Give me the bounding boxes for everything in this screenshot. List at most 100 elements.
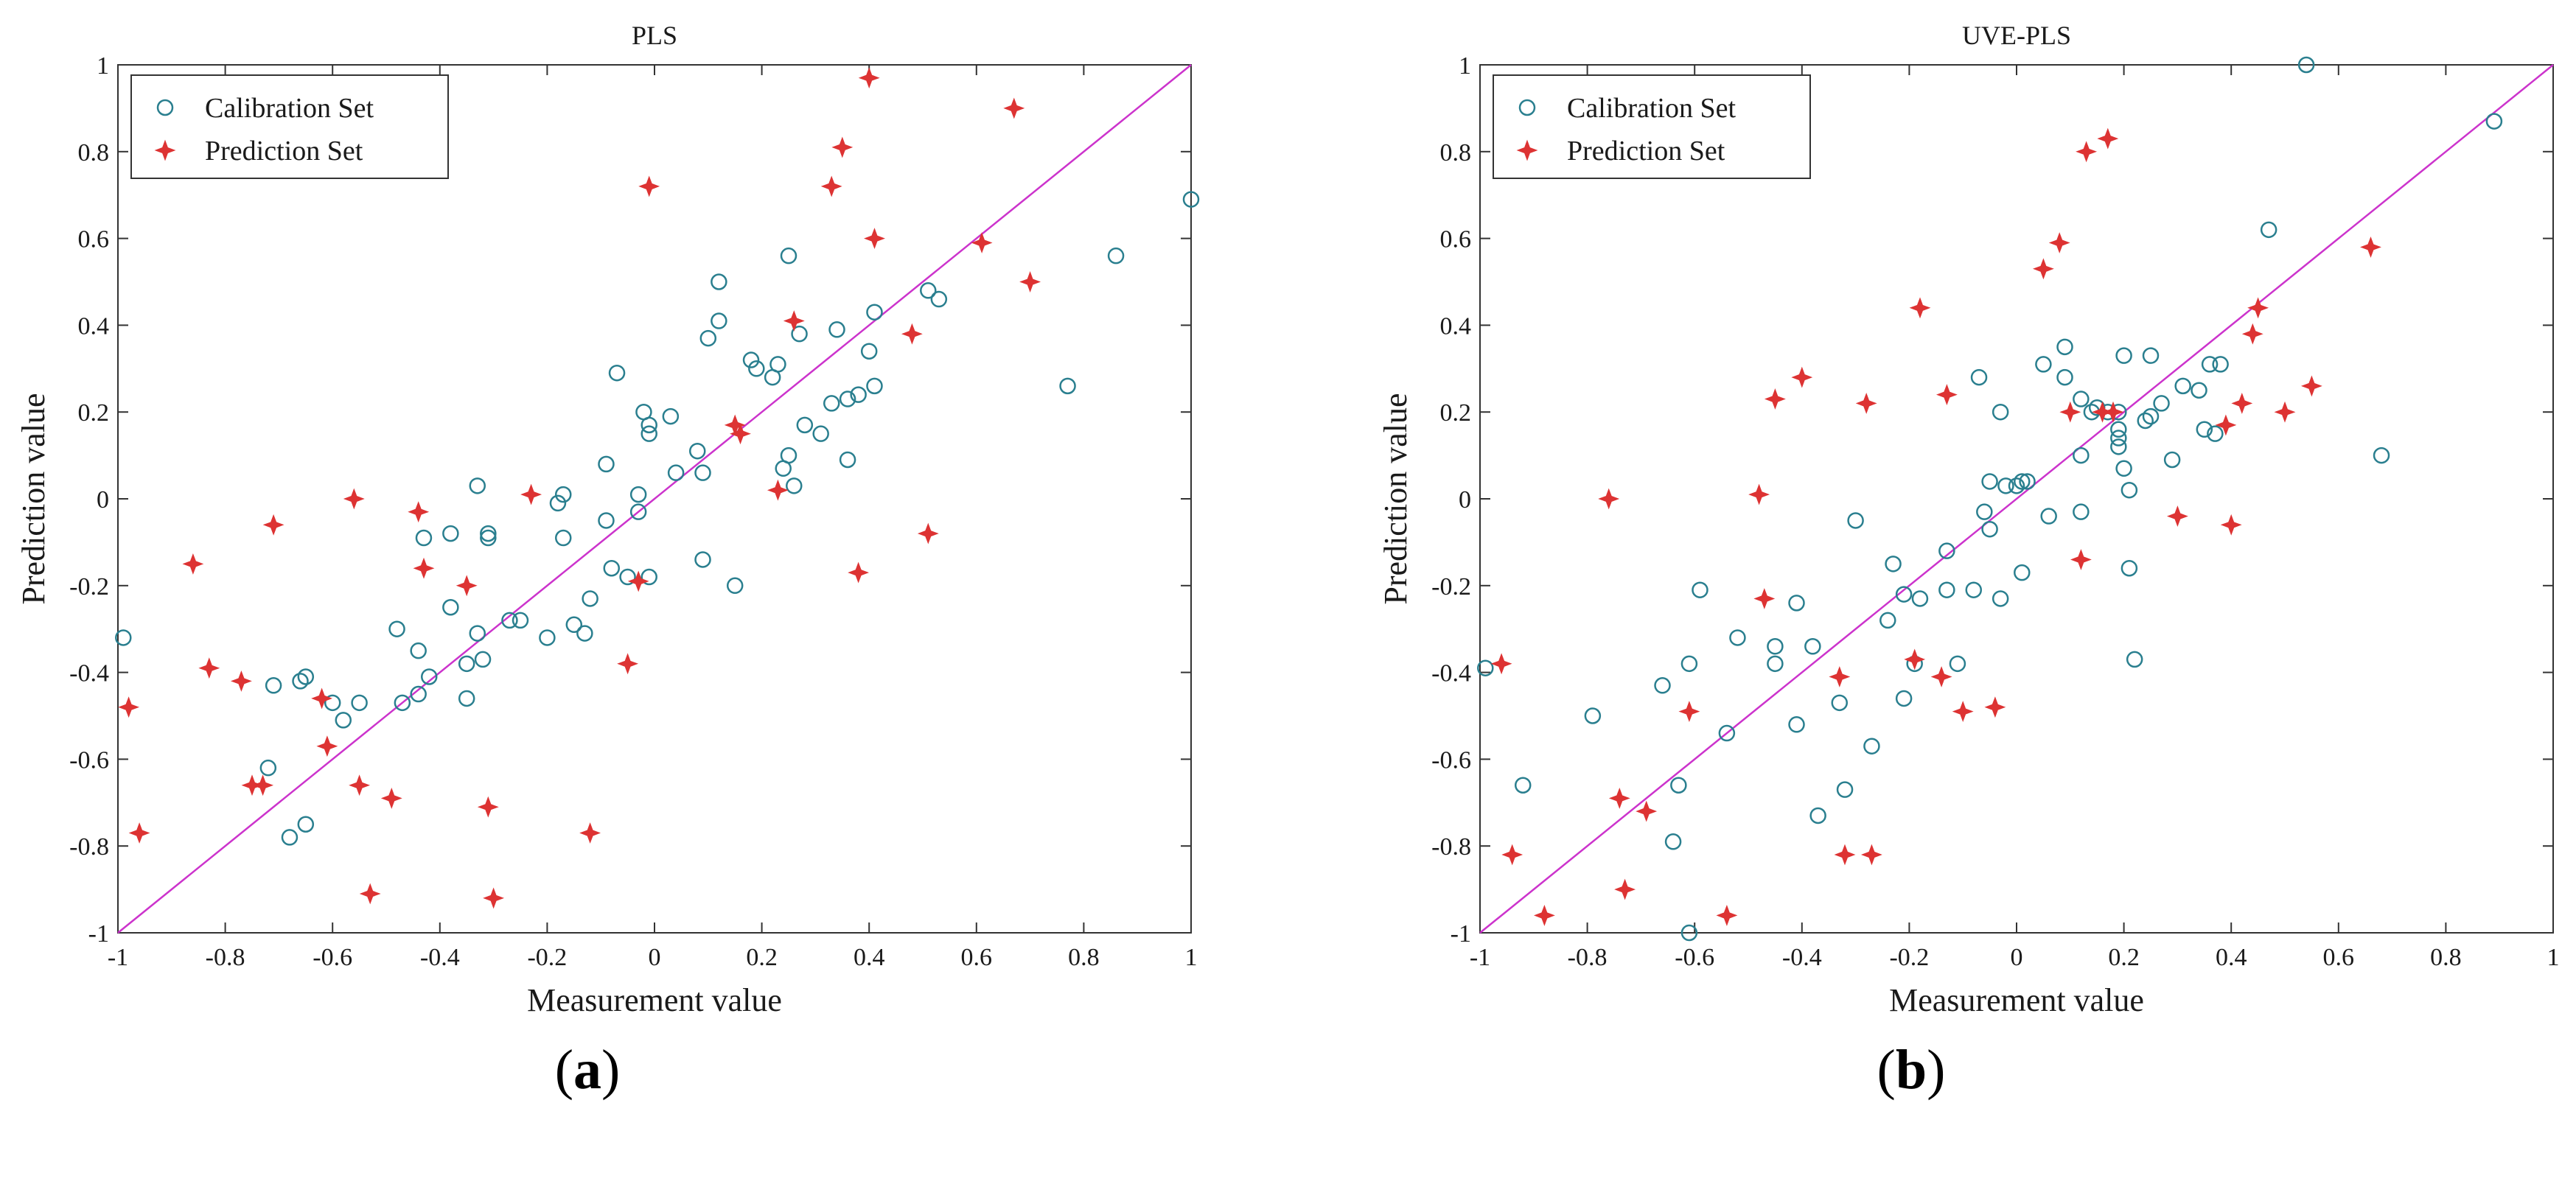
prediction-point <box>380 787 402 809</box>
prediction-point <box>2360 236 2381 258</box>
calibration-point <box>662 407 680 425</box>
calibration-point <box>2485 113 2503 130</box>
calibration-point <box>1664 833 1682 850</box>
prediction-point <box>730 423 751 445</box>
calibration-point <box>474 651 492 668</box>
prediction-point <box>579 822 601 844</box>
calibration-point <box>265 677 282 694</box>
calibration-point <box>2115 347 2132 364</box>
calibration-point <box>1970 368 1988 386</box>
prediction-point <box>413 557 435 579</box>
calibration-point <box>1879 612 1896 629</box>
calibration-point <box>2142 407 2160 425</box>
calibration-point <box>2153 395 2170 412</box>
calibration-point <box>726 577 744 595</box>
calibration-point <box>839 391 856 407</box>
calibration-point <box>2115 460 2132 477</box>
calibration-point <box>1981 520 1998 538</box>
calibration-point <box>410 685 427 703</box>
calibration-point <box>850 386 867 403</box>
y-tick-label: 0.4 <box>78 312 110 340</box>
y-tick-label: 0.8 <box>78 139 110 167</box>
calibration-point <box>598 455 615 473</box>
prediction-point <box>2274 401 2296 423</box>
prediction-point <box>783 310 805 332</box>
calibration-point <box>2297 56 2315 74</box>
y-tick-label: 0.2 <box>1440 399 1472 427</box>
prediction-point <box>349 774 371 796</box>
calibration-point <box>791 325 808 343</box>
calibration-point <box>2121 559 2138 577</box>
x-tick-label: 0.6 <box>961 944 993 971</box>
prediction-point <box>1764 388 1786 410</box>
calibration-point <box>860 343 878 360</box>
y-axis-label: Prediction value <box>1378 393 1414 604</box>
prediction-point <box>2300 375 2322 397</box>
prediction-point <box>262 514 285 536</box>
calibration-point <box>742 351 760 368</box>
calibration-point <box>1654 677 1671 694</box>
prediction-point <box>2070 549 2092 570</box>
prediction-point <box>1753 588 1776 609</box>
y-tick-label: 1 <box>1459 52 1471 80</box>
prediction-point <box>1855 392 1877 414</box>
prediction-point <box>2102 401 2124 423</box>
prediction-point <box>182 553 204 575</box>
calibration-point <box>2014 473 2031 490</box>
calibration-point <box>1767 655 1784 673</box>
y-tick-label: -0.6 <box>69 746 109 774</box>
chart-title: PLS <box>632 21 677 50</box>
calibration-point <box>1107 247 1125 265</box>
legend-label: Calibration Set <box>205 93 374 124</box>
x-tick-label: -1 <box>108 944 128 971</box>
calibration-point <box>603 559 621 577</box>
prediction-point <box>627 570 649 592</box>
x-tick-label: -0.4 <box>1782 944 1822 971</box>
calibration-point <box>920 282 937 299</box>
prediction-point <box>2048 232 2070 253</box>
x-axis-label: Measurement value <box>1889 982 2144 1018</box>
y-tick-label: -0.2 <box>1431 573 1471 600</box>
y-tick-label: 1 <box>97 52 109 80</box>
calibration-point <box>608 364 626 382</box>
calibration-point <box>554 486 572 503</box>
caption-b: (b) <box>1877 1039 1946 1101</box>
chart-panel-2: -1 -0.8 -0.6 -0.4 -0.2 0 0.2 0.4 0.6 0.8 1 -1 -0.8 -0… <box>1378 21 2560 1018</box>
prediction-point <box>1533 904 1555 926</box>
calibration-point <box>442 525 459 542</box>
calibration-point <box>1965 581 1983 598</box>
calibration-point <box>866 377 883 395</box>
calibration-point <box>823 395 840 412</box>
calibration-point <box>2008 477 2025 494</box>
calibration-point <box>415 529 433 547</box>
x-tick-label: -0.6 <box>313 944 352 971</box>
x-tick-label: 0 <box>649 944 661 971</box>
calibration-point <box>1863 738 1880 754</box>
y-axis-label: Prediction value <box>15 393 52 604</box>
prediction-point <box>1614 878 1636 900</box>
legend-marker-calibration <box>156 99 174 116</box>
calibration-point <box>688 442 706 460</box>
reference-line <box>1479 64 2554 934</box>
prediction-point <box>971 232 993 253</box>
calibration-point <box>812 425 829 442</box>
calibration-point <box>780 247 797 265</box>
calibration-point <box>1514 777 1532 794</box>
reference-line <box>117 64 1192 934</box>
calibration-point <box>565 616 583 634</box>
calibration-point <box>828 321 845 338</box>
calibration-point <box>2201 356 2219 373</box>
prediction-point <box>1608 787 1630 809</box>
calibration-point <box>839 451 856 469</box>
prediction-point <box>1716 904 1738 926</box>
chart-title: UVE-PLS <box>1962 21 2071 50</box>
calibration-point <box>554 529 572 547</box>
calibration-point <box>1831 694 1849 712</box>
calibration-point <box>351 694 368 712</box>
y-tick-label: -0.4 <box>69 660 109 687</box>
calibration-point <box>780 447 797 464</box>
calibration-point <box>1992 590 2009 607</box>
calibration-point <box>297 668 315 685</box>
legend-marker-prediction <box>1516 139 1538 161</box>
